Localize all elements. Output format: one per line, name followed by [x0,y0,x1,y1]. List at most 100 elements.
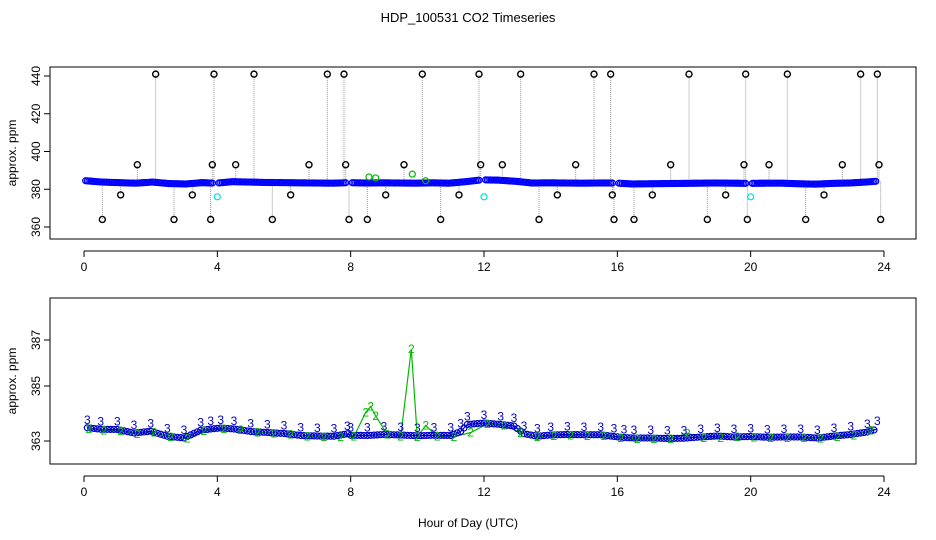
bottom-series2-label: 2 [867,424,874,438]
top-outlier-point [685,70,693,78]
bottom-series3-point [113,425,121,434]
bottom-series3-label: 3 [344,419,351,433]
bottom-series3-point [790,433,798,441]
bottom-series3-point [87,424,95,432]
top-baseline-point [872,177,880,185]
bottom-series3-point [793,433,801,441]
bottom-x-tick-label: 0 [81,485,88,499]
bottom-series3-point [133,429,141,437]
top-green-point [422,177,430,185]
bottom-series3-point [413,432,421,440]
top-outlier-point [208,161,217,169]
bottom-series3-point [660,434,668,442]
bottom-series3-point [580,431,588,439]
bottom-series3-point [573,431,581,439]
bottom-y-tick-label: 385 [29,376,43,396]
top-spikes [101,74,882,220]
top-outlier-point [648,191,657,199]
bottom-series3-point [677,434,685,442]
bottom-series3-point [753,433,761,441]
bottom-series3-point [553,431,561,439]
bottom-series2-label: 2 [801,431,808,445]
top-outlier-point [516,70,525,78]
top-outlier-point [875,161,883,169]
bottom-series3-point [507,422,515,430]
bottom-series3-point [340,430,348,438]
top-outlier-point [666,161,675,169]
bottom-series3-label: 3 [481,408,488,422]
bottom-series3-point [530,432,538,440]
bottom-series3-label: 3 [347,420,354,434]
bottom-series3-point [627,434,635,442]
bottom-series3-point [297,431,305,440]
bottom-series3-point [527,431,535,439]
bottom-series3-point [303,432,311,440]
bottom-series3-point [187,431,195,439]
bottom-series3-point [650,434,658,442]
bottom-series3-point [817,434,825,442]
top-outlier-point [740,161,748,169]
bottom-series3-point [647,434,655,442]
bottom-series3-label: 3 [197,415,204,429]
bottom-series3-point [160,431,168,439]
bottom-series2-label: 2 [451,430,458,444]
bottom-series3-point [110,425,118,434]
bottom-series3-point [373,431,381,439]
bottom-series2-label: 2 [567,429,574,443]
bottom-series3-point [360,431,368,440]
bottom-series3-point [207,425,215,433]
bottom-series3-label: 3 [131,418,138,432]
bottom-series3-point [717,432,725,440]
bottom-series3-point [443,431,451,440]
top-baseline-point [342,179,350,187]
top-outlier-point [381,191,390,199]
bottom-series3-point [603,432,611,440]
bottom-series3-point [287,430,295,438]
bottom-series3-label: 3 [797,422,804,436]
top-outlier-point [553,191,562,199]
bottom-series3-point [323,432,331,440]
bottom-series3-label: 3 [147,416,154,430]
bottom-series2-label: 2 [684,426,691,440]
bottom-series3-point [173,433,181,441]
bottom-series3-point [767,433,775,441]
x-axis-label: Hour of Day (UTC) [418,516,518,530]
bottom-series3-point [370,431,378,439]
bottom-series3-point [620,433,628,442]
top-outlier-point [98,215,107,224]
bottom-series3-point [447,431,455,440]
bottom-series3-point [493,420,501,428]
top-outlier-point [610,215,618,224]
bottom-series3-point [220,424,228,432]
top-outlier-point [873,70,882,78]
bottom-series2-label: 2 [351,430,358,444]
top-outlier-point [801,215,810,224]
bottom-series3-point [800,433,808,441]
bottom-x-tick-label: 16 [611,485,625,499]
bottom-series3-point [200,426,208,434]
bottom-series3-point [630,434,638,442]
bottom-series3-point [453,429,461,437]
bottom-series2-label: 2 [501,418,508,432]
top-outlier-point [783,70,792,78]
bottom-series2-label: 2 [337,430,344,444]
bottom-series3-point [723,433,731,441]
bottom-series3-point [343,430,351,438]
bottom-series2-label: 2 [321,430,328,444]
bottom-series3-point [380,430,388,439]
bottom-series2-label: 2 [167,430,174,444]
bottom-series3-point [770,433,778,441]
bottom-series3-point [90,424,98,433]
bottom-series3-point [307,432,315,440]
bottom-series2-label: 2 [304,429,311,443]
bottom-series3-point [167,433,175,441]
bottom-series3-point [313,432,321,440]
bottom-series3-point [237,426,245,434]
top-outlier-point [286,191,295,199]
bottom-series3-point [613,433,621,441]
bottom-series3-point [777,433,785,441]
top-outlier-point [323,70,332,78]
bottom-series3-point [180,434,188,442]
bottom-series3-point [570,431,578,439]
bottom-series3-point [330,432,338,440]
